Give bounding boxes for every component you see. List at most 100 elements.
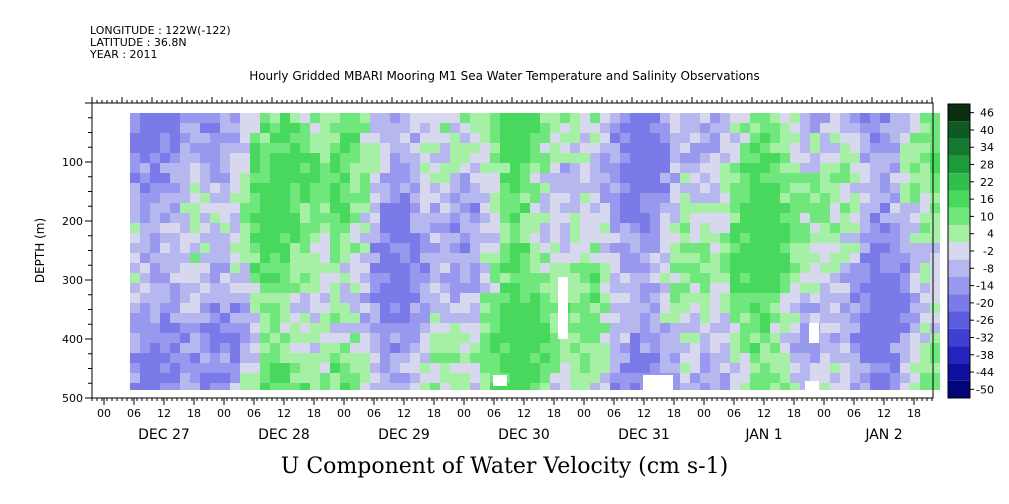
field-cell [700, 363, 710, 373]
field-cell [450, 333, 460, 343]
field-cell [680, 273, 690, 283]
x-hour-label: 12 [157, 407, 171, 420]
field-cell [520, 353, 530, 363]
field-cell [580, 253, 590, 263]
field-cell [330, 143, 340, 153]
colorbar-swatch [948, 225, 970, 243]
field-cell [250, 363, 260, 373]
field-cell [920, 273, 930, 283]
field-cell [770, 353, 780, 363]
field-cell [530, 263, 540, 273]
field-cell [640, 233, 650, 243]
field-cell [260, 163, 270, 173]
field-cell [540, 183, 550, 193]
field-cell [920, 193, 930, 203]
field-cell [380, 313, 390, 323]
field-cell [430, 353, 440, 363]
field-cell [930, 133, 940, 143]
field-cell [770, 263, 780, 273]
field-cell [180, 373, 190, 383]
field-cell [420, 343, 430, 353]
field-cell [770, 213, 780, 223]
field-cell [770, 203, 780, 213]
field-cell [870, 133, 880, 143]
field-cell [700, 233, 710, 243]
field-cell [720, 113, 730, 123]
field-cell [260, 293, 270, 303]
field-cell [680, 303, 690, 313]
field-cell [350, 343, 360, 353]
field-cell [160, 363, 170, 373]
field-cell [360, 193, 370, 203]
field-cell [580, 373, 590, 383]
field-cell [540, 133, 550, 143]
y-tick-label: 100 [62, 156, 83, 169]
field-cell [220, 193, 230, 203]
field-cell [910, 263, 920, 273]
field-cell [550, 293, 560, 303]
field-cell [680, 193, 690, 203]
field-cell [890, 323, 900, 333]
field-cell [410, 323, 420, 333]
field-cell [350, 123, 360, 133]
field-cell [470, 313, 480, 323]
field-cell [530, 353, 540, 363]
field-cell [900, 293, 910, 303]
field-cell [920, 163, 930, 173]
field-cell [180, 383, 190, 390]
field-cell [560, 153, 570, 163]
field-cell [520, 383, 530, 390]
field-cell [870, 223, 880, 233]
x-day-label: DEC 31 [618, 427, 670, 443]
field-cell [870, 313, 880, 323]
field-cell [650, 263, 660, 273]
field-cell [370, 123, 380, 133]
field-cell [530, 323, 540, 333]
field-cell [260, 363, 270, 373]
field-cell [620, 313, 630, 323]
field-cell [870, 203, 880, 213]
field-cell [240, 113, 250, 123]
field-cell [650, 273, 660, 283]
field-cell [230, 243, 240, 253]
field-cell [620, 123, 630, 133]
field-cell [360, 333, 370, 343]
field-cell [260, 123, 270, 133]
field-cell [730, 343, 740, 353]
field-cell [270, 373, 280, 383]
field-cell [550, 263, 560, 273]
field-cell [520, 373, 530, 383]
field-cell [650, 143, 660, 153]
field-cell [400, 153, 410, 163]
field-cell [440, 253, 450, 263]
field-cell [400, 273, 410, 283]
field-cell [320, 243, 330, 253]
field-cell [450, 123, 460, 133]
field-cell [270, 353, 280, 363]
field-cell [720, 143, 730, 153]
field-cell [720, 173, 730, 183]
field-cell [130, 233, 140, 243]
field-cell [660, 113, 670, 123]
field-cell [210, 133, 220, 143]
field-cell [630, 223, 640, 233]
field-cell [180, 213, 190, 223]
field-cell [360, 133, 370, 143]
field-cell [310, 263, 320, 273]
field-cell [660, 353, 670, 363]
field-cell [890, 123, 900, 133]
field-cell [680, 333, 690, 343]
colorbar-swatch [948, 173, 970, 191]
field-cell [200, 283, 210, 293]
field-cell [410, 253, 420, 263]
field-cell [160, 193, 170, 203]
field-cell [820, 323, 830, 333]
colorbar-label: 4 [987, 228, 994, 241]
field-cell [790, 303, 800, 313]
field-cell [790, 163, 800, 173]
field-cell [790, 313, 800, 323]
field-cell [700, 323, 710, 333]
field-cell [630, 313, 640, 323]
field-cell [700, 153, 710, 163]
field-cell [420, 383, 430, 390]
